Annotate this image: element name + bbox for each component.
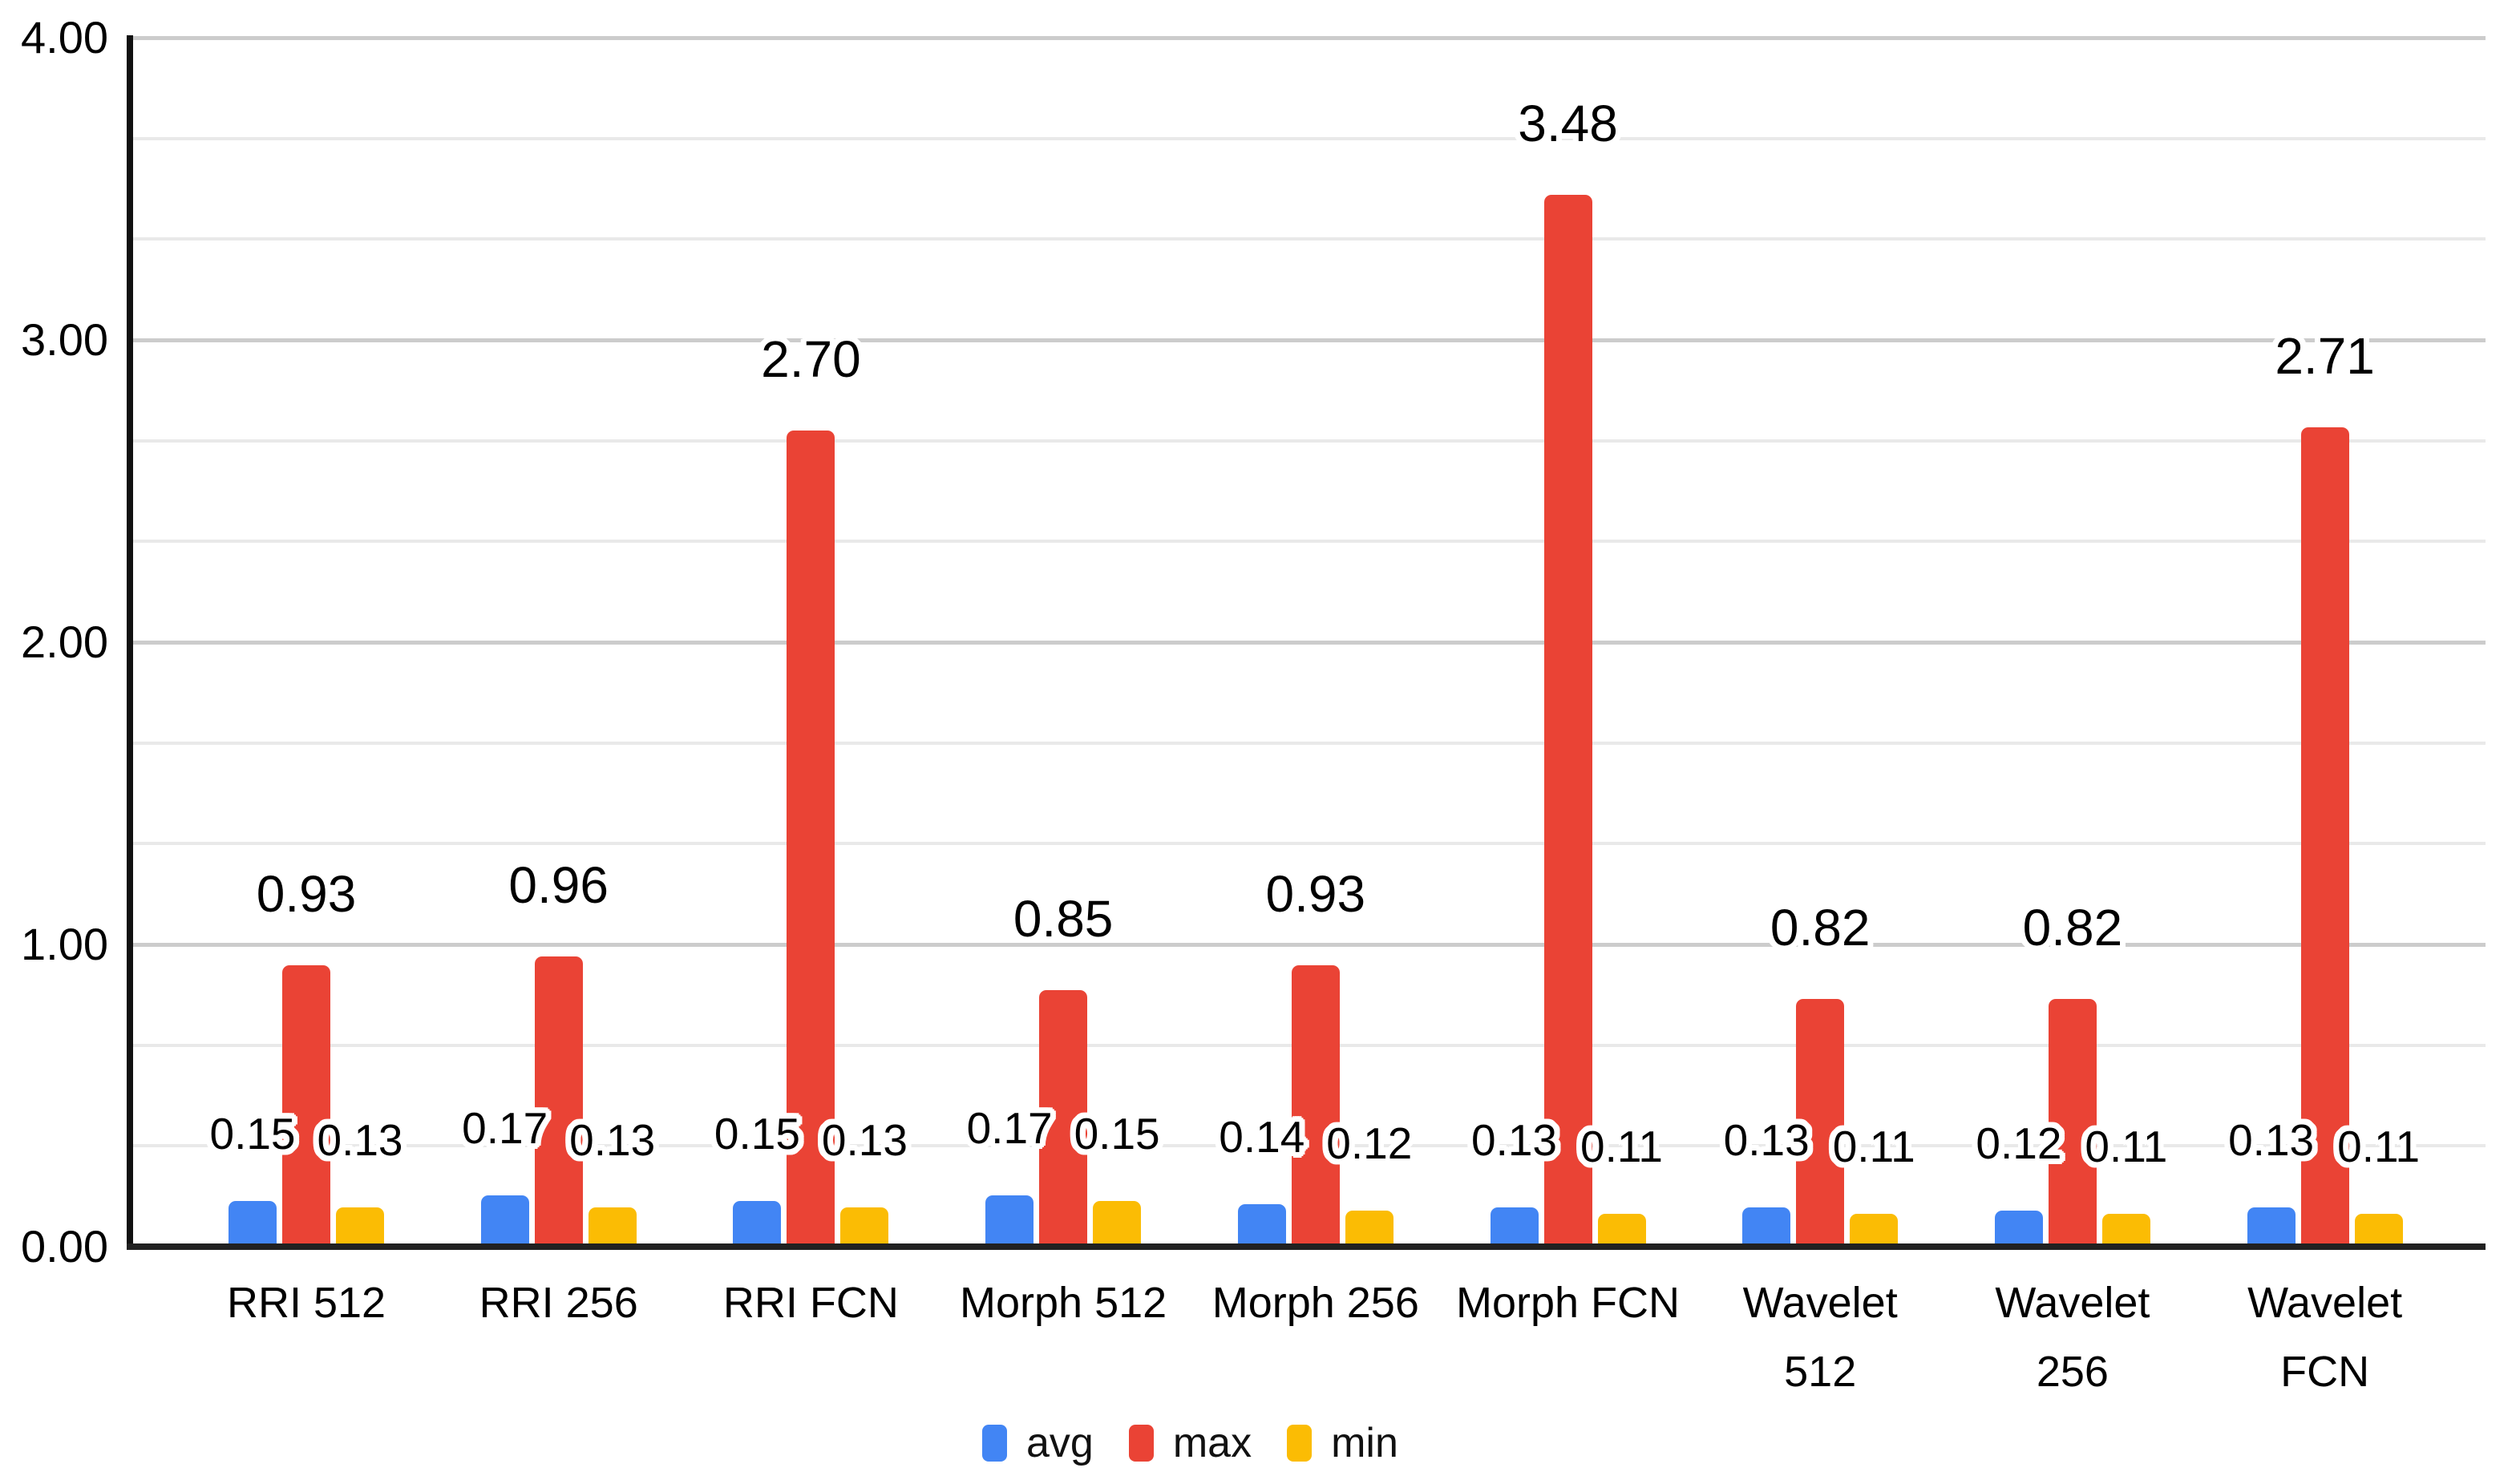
legend-label-max: max: [1172, 1420, 1252, 1466]
major-gridline: [133, 641, 2486, 645]
major-gridline: [133, 943, 2486, 947]
category-label: Morph FCN: [1455, 1279, 1681, 1327]
y-axis-tick-label: 3.00: [21, 314, 108, 365]
value-label-avg: 0.13: [1723, 1115, 1810, 1165]
category-label: Morph 256: [1211, 1279, 1419, 1327]
y-axis-line: [127, 35, 133, 1250]
minor-gridline: [133, 842, 2486, 846]
bar-min: [840, 1207, 888, 1247]
value-label-avg: 0.13: [1470, 1115, 1558, 1165]
y-axis-tick-label: 1.00: [21, 919, 108, 969]
value-label-min: 0.11: [1832, 1122, 1915, 1171]
value-label-min: 0.11: [1580, 1122, 1663, 1171]
bar-avg: [1491, 1207, 1539, 1247]
category-label: Wavelet 512: [1742, 1279, 1898, 1396]
y-axis-tick-label: 0.00: [21, 1221, 108, 1272]
value-label-max: 0.82: [2022, 899, 2123, 956]
bar-avg: [1995, 1211, 2043, 1247]
bar-max: [282, 965, 330, 1247]
value-label-avg: 0.17: [966, 1103, 1053, 1153]
legend-swatch-max-icon: [1128, 1425, 1154, 1462]
y-axis-tick-label: 4.00: [21, 12, 108, 63]
value-label-max: 0.85: [1013, 890, 1114, 948]
value-label-avg: 0.12: [1976, 1118, 2062, 1168]
value-label-max: 2.70: [761, 330, 861, 388]
value-label-min: 0.15: [1074, 1109, 1160, 1158]
bar-max: [1039, 990, 1087, 1247]
bar-avg: [481, 1195, 529, 1247]
legend: avg max min: [982, 1422, 1398, 1464]
value-label-min: 0.12: [1326, 1118, 1413, 1168]
category-label: RRI FCN: [722, 1279, 899, 1327]
value-label-avg: 0.14: [1219, 1112, 1305, 1162]
value-label-avg: 0.15: [209, 1109, 296, 1158]
bar-max: [1544, 195, 1592, 1247]
minor-gridline: [133, 136, 2486, 140]
bar-min: [2102, 1214, 2150, 1247]
y-axis-tick-label: 2.00: [21, 617, 108, 667]
value-label-max: 0.96: [508, 856, 609, 914]
value-label-min: 0.11: [2085, 1122, 2168, 1171]
category-label: RRI 256: [479, 1279, 638, 1327]
legend-label-avg: avg: [1026, 1420, 1094, 1466]
minor-gridline: [133, 540, 2486, 544]
legend-item-max: max: [1128, 1420, 1252, 1466]
bar-min: [2355, 1214, 2403, 1247]
value-label-min: 0.13: [821, 1115, 908, 1165]
value-label-max: 3.48: [1518, 95, 1618, 152]
bar-avg: [1742, 1207, 1790, 1247]
bar-avg: [229, 1201, 277, 1247]
legend-swatch-min-icon: [1287, 1425, 1313, 1462]
legend-item-avg: avg: [982, 1422, 1094, 1464]
bar-max: [2301, 427, 2349, 1247]
minor-gridline: [133, 439, 2486, 443]
bar-min: [336, 1207, 384, 1247]
x-axis-baseline: [127, 1243, 2486, 1250]
bar-max: [787, 431, 835, 1247]
bar-min: [1850, 1214, 1898, 1247]
value-label-max: 0.93: [256, 865, 357, 923]
bar-avg: [985, 1195, 1033, 1247]
bar-min: [1598, 1214, 1646, 1247]
value-label-min: 0.11: [2337, 1122, 2421, 1171]
value-label-max: 0.82: [1770, 899, 1871, 956]
value-label-avg: 0.17: [462, 1103, 548, 1153]
bar-max: [2049, 999, 2097, 1247]
bar-avg: [2247, 1207, 2296, 1247]
category-label: Wavelet FCN: [2247, 1279, 2403, 1396]
bar-max: [1796, 999, 1844, 1247]
value-label-avg: 0.13: [2228, 1115, 2315, 1165]
bar-avg: [733, 1201, 781, 1247]
major-gridline: [133, 36, 2486, 40]
bar-max: [535, 956, 583, 1247]
bar-min: [1345, 1211, 1393, 1247]
legend-swatch-avg-icon: [982, 1425, 1007, 1462]
bar-min: [589, 1207, 637, 1247]
major-gridline: [133, 338, 2486, 342]
category-label: Morph 512: [960, 1279, 1167, 1327]
value-label-max: 2.71: [2275, 327, 2375, 385]
minor-gridline: [133, 741, 2486, 745]
value-label-min: 0.13: [317, 1115, 403, 1165]
value-label-avg: 0.15: [714, 1109, 800, 1158]
category-label: Wavelet 256: [1995, 1279, 2150, 1396]
legend-item-min: min: [1287, 1422, 1398, 1464]
category-label: RRI 512: [226, 1279, 386, 1327]
bar-min: [1093, 1201, 1141, 1247]
value-label-min: 0.13: [569, 1115, 656, 1165]
bar-avg: [1238, 1204, 1286, 1247]
bar-max: [1292, 965, 1340, 1247]
minor-gridline: [133, 237, 2486, 241]
value-label-max: 0.93: [1265, 865, 1366, 923]
legend-label-min: min: [1331, 1420, 1398, 1466]
